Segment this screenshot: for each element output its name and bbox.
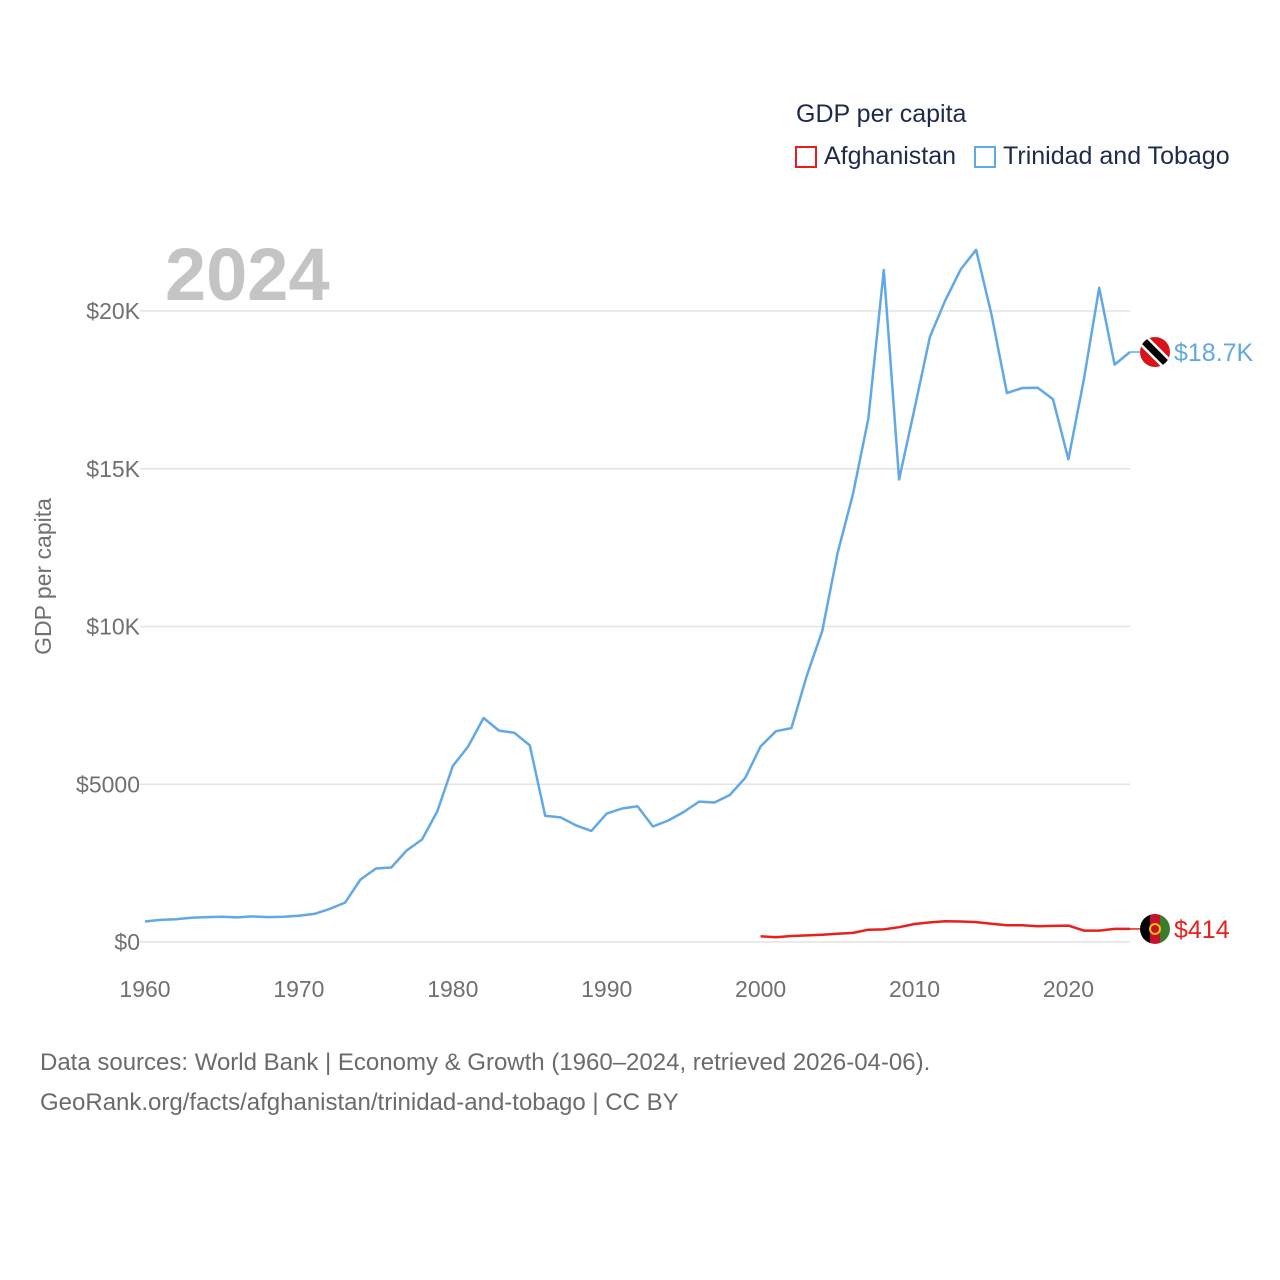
legend-label-trinidad-and-tobago: Trinidad and Tobago [1003, 142, 1230, 170]
legend-swatch-trinidad-and-tobago [974, 145, 997, 168]
footer-link[interactable]: GeoRank.org/facts/afghanistan/trinidad-a… [40, 1089, 679, 1116]
end-value-label-trinidad-and-tobago: $18.7K [1174, 339, 1254, 367]
y-tick-label: $0 [114, 929, 140, 955]
footer-sources: Data sources: World Bank | Economy & Gro… [40, 1049, 931, 1076]
legend-item-afghanistan[interactable]: Afghanistan [795, 142, 956, 171]
year-stamp: 2024 [165, 233, 330, 316]
y-tick-label: $20K [86, 298, 140, 324]
y-tick-label: $10K [86, 614, 140, 640]
legend-title: GDP per capita [796, 100, 967, 128]
end-value-label-afghanistan: $414 [1174, 916, 1230, 944]
legend: Afghanistan Trinidad and Tobago [795, 142, 1248, 171]
afghanistan-flag-icon [1140, 913, 1170, 944]
x-tick-label: 1960 [119, 976, 170, 1002]
series-line-trinidad-and-tobago [144, 248, 1131, 923]
x-tick-label: 1980 [427, 976, 478, 1002]
y-tick-label: $15K [86, 456, 140, 482]
x-tick-label: 2020 [1043, 976, 1094, 1002]
y-axis-label: GDP per capita [30, 498, 56, 655]
legend-swatch-afghanistan [795, 145, 817, 168]
trinidad-and-tobago-flag-icon [1140, 337, 1170, 368]
series-line-afghanistan [760, 919, 1130, 939]
x-tick-label: 2000 [735, 976, 786, 1002]
legend-label-afghanistan: Afghanistan [824, 142, 957, 170]
x-tick-label: 1990 [581, 976, 632, 1002]
legend-item-trinidad-and-tobago[interactable]: Trinidad and Tobago [974, 142, 1230, 171]
x-tick-label: 2010 [889, 976, 940, 1002]
footer-credits: Data sources: World Bank | Economy & Gro… [40, 1043, 930, 1123]
x-tick-label: 1970 [273, 976, 324, 1002]
y-tick-label: $5000 [76, 771, 140, 797]
